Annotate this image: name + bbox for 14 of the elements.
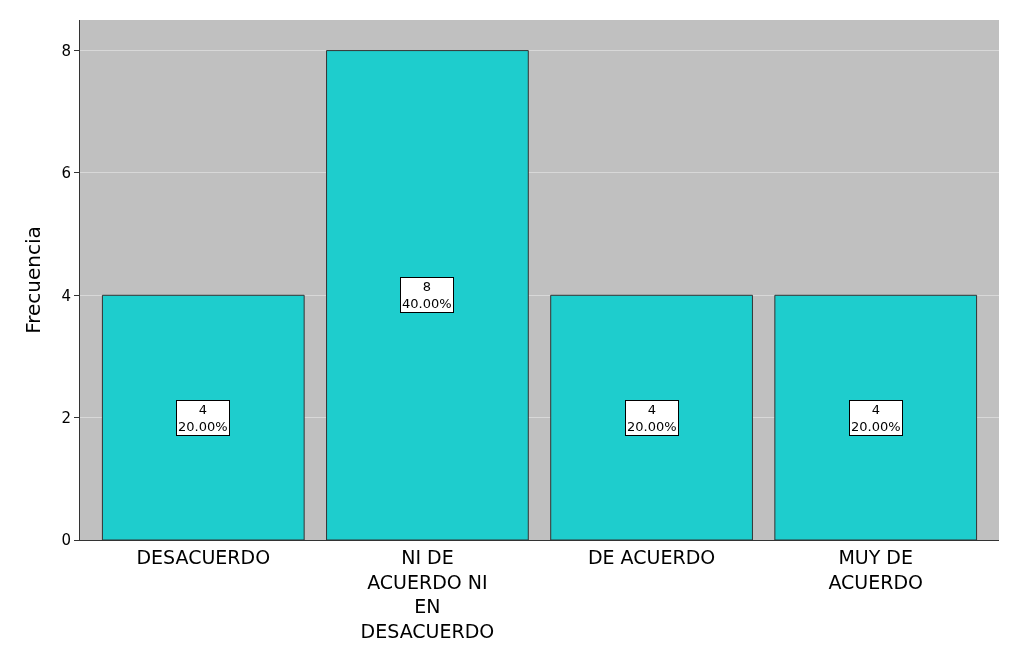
- y-axis-title: Frecuencia: [20, 226, 45, 334]
- y-tick-label: 8: [61, 41, 71, 60]
- data-label: 4 20.00%: [178, 402, 228, 434]
- y-tick-label: 6: [61, 164, 71, 183]
- data-label: 4 20.00%: [851, 402, 901, 434]
- x-tick-label: DESACUERDO: [136, 545, 271, 568]
- data-label: 4 20.00%: [627, 402, 677, 434]
- y-tick-label: 2: [61, 408, 71, 427]
- data-label: 8 40.00%: [402, 279, 452, 311]
- x-tick-label: MUY DE ACUERDO: [828, 545, 924, 593]
- y-tick-label: 0: [61, 531, 71, 550]
- x-tick-label: NI DE ACUERDO NI EN DESACUERDO: [360, 545, 495, 642]
- y-tick-label: 4: [61, 286, 71, 305]
- x-tick-label: DE ACUERDO: [587, 545, 716, 568]
